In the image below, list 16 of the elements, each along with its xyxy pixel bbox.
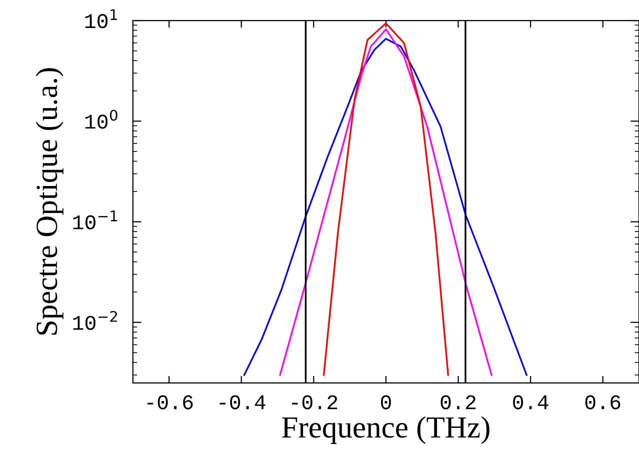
line-series [279, 28, 492, 376]
x-tick-label: -0.6 [147, 395, 193, 410]
line-series [322, 22, 449, 376]
x-tick-label: -0.4 [220, 395, 266, 410]
line-series [243, 38, 528, 376]
x-axis-title: Frequence (THz) [282, 416, 490, 444]
x-tick-label: -0.2 [292, 395, 338, 410]
x-tick-label: 0.6 [585, 395, 620, 410]
x-tick-label: 0 [380, 395, 391, 410]
x-tick-label: 0.2 [440, 395, 476, 410]
y-tick-label: 10$^{1}$ [85, 9, 117, 28]
x-tick-label: 0.4 [513, 395, 548, 410]
y-tick-label: 10$^{−1}$ [73, 210, 118, 230]
y-axis-title: Spectre Optique (u.a.) [36, 68, 64, 335]
y-tick-label: 10$^{−2}$ [73, 310, 117, 330]
y-tick-label: 10$^{0}$ [85, 110, 118, 129]
